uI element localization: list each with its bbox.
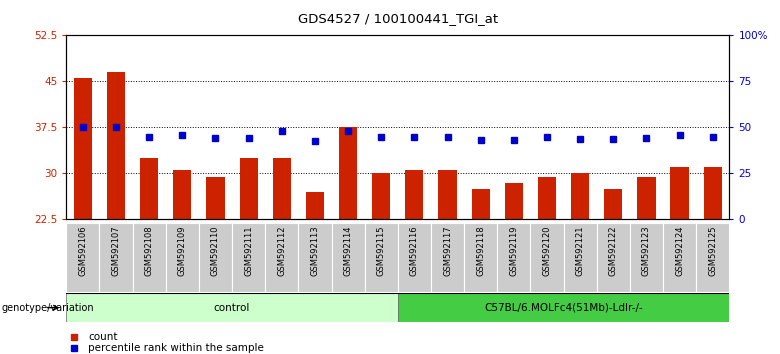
Bar <box>498 223 530 292</box>
Bar <box>173 170 191 219</box>
Text: GSM592121: GSM592121 <box>576 225 585 276</box>
Text: GSM592116: GSM592116 <box>410 225 419 276</box>
Bar <box>239 158 257 219</box>
Text: GSM592113: GSM592113 <box>310 225 320 276</box>
Text: GSM592125: GSM592125 <box>708 225 718 276</box>
Bar <box>630 223 663 292</box>
Text: GSM592117: GSM592117 <box>443 225 452 276</box>
Text: GSM592120: GSM592120 <box>542 225 551 276</box>
Text: C57BL/6.MOLFc4(51Mb)-Ldlr-/-: C57BL/6.MOLFc4(51Mb)-Ldlr-/- <box>484 303 643 313</box>
Bar <box>265 223 298 292</box>
Text: GSM592119: GSM592119 <box>509 225 519 276</box>
Bar <box>538 177 556 219</box>
Bar <box>505 183 523 219</box>
Text: GSM592123: GSM592123 <box>642 225 651 276</box>
Bar <box>438 170 456 219</box>
Bar <box>133 223 166 292</box>
Text: control: control <box>214 303 250 313</box>
Bar <box>100 223 133 292</box>
Text: GSM592122: GSM592122 <box>608 225 618 276</box>
Text: GDS4527 / 100100441_TGI_at: GDS4527 / 100100441_TGI_at <box>298 12 498 25</box>
Bar <box>472 189 490 219</box>
Bar <box>165 223 199 292</box>
Bar <box>232 223 265 292</box>
Bar <box>107 72 125 219</box>
Bar <box>604 189 622 219</box>
Text: GSM592112: GSM592112 <box>277 225 286 276</box>
Bar <box>332 223 364 292</box>
Bar <box>431 223 464 292</box>
Bar <box>74 78 92 219</box>
Text: GSM592124: GSM592124 <box>675 225 684 276</box>
Text: count: count <box>88 332 118 342</box>
Bar <box>571 173 589 219</box>
Bar <box>364 223 398 292</box>
Bar <box>339 127 357 219</box>
Bar <box>372 173 390 219</box>
Text: GSM592108: GSM592108 <box>144 225 154 276</box>
Bar <box>530 223 563 292</box>
Bar <box>273 158 291 219</box>
Bar <box>199 223 232 292</box>
Bar <box>66 293 398 322</box>
Text: GSM592110: GSM592110 <box>211 225 220 276</box>
Bar <box>306 192 324 219</box>
Bar <box>696 223 729 292</box>
Bar <box>207 177 225 219</box>
Bar <box>637 177 655 219</box>
Text: GSM592114: GSM592114 <box>343 225 353 276</box>
Text: GSM592109: GSM592109 <box>178 225 187 276</box>
Text: GSM592118: GSM592118 <box>476 225 485 276</box>
Bar <box>406 170 424 219</box>
Text: GSM592106: GSM592106 <box>78 225 87 276</box>
Bar <box>597 223 629 292</box>
Bar <box>398 223 431 292</box>
Text: GSM592107: GSM592107 <box>112 225 121 276</box>
Text: genotype/variation: genotype/variation <box>2 303 94 313</box>
Bar <box>704 167 722 219</box>
Bar <box>140 158 158 219</box>
Text: GSM592111: GSM592111 <box>244 225 254 276</box>
Bar <box>66 223 100 292</box>
Bar <box>663 223 696 292</box>
Bar <box>464 223 498 292</box>
Bar <box>398 293 729 322</box>
Bar <box>563 223 597 292</box>
Text: GSM592115: GSM592115 <box>377 225 386 276</box>
Bar <box>298 223 331 292</box>
Text: percentile rank within the sample: percentile rank within the sample <box>88 343 264 353</box>
Bar <box>671 167 689 219</box>
